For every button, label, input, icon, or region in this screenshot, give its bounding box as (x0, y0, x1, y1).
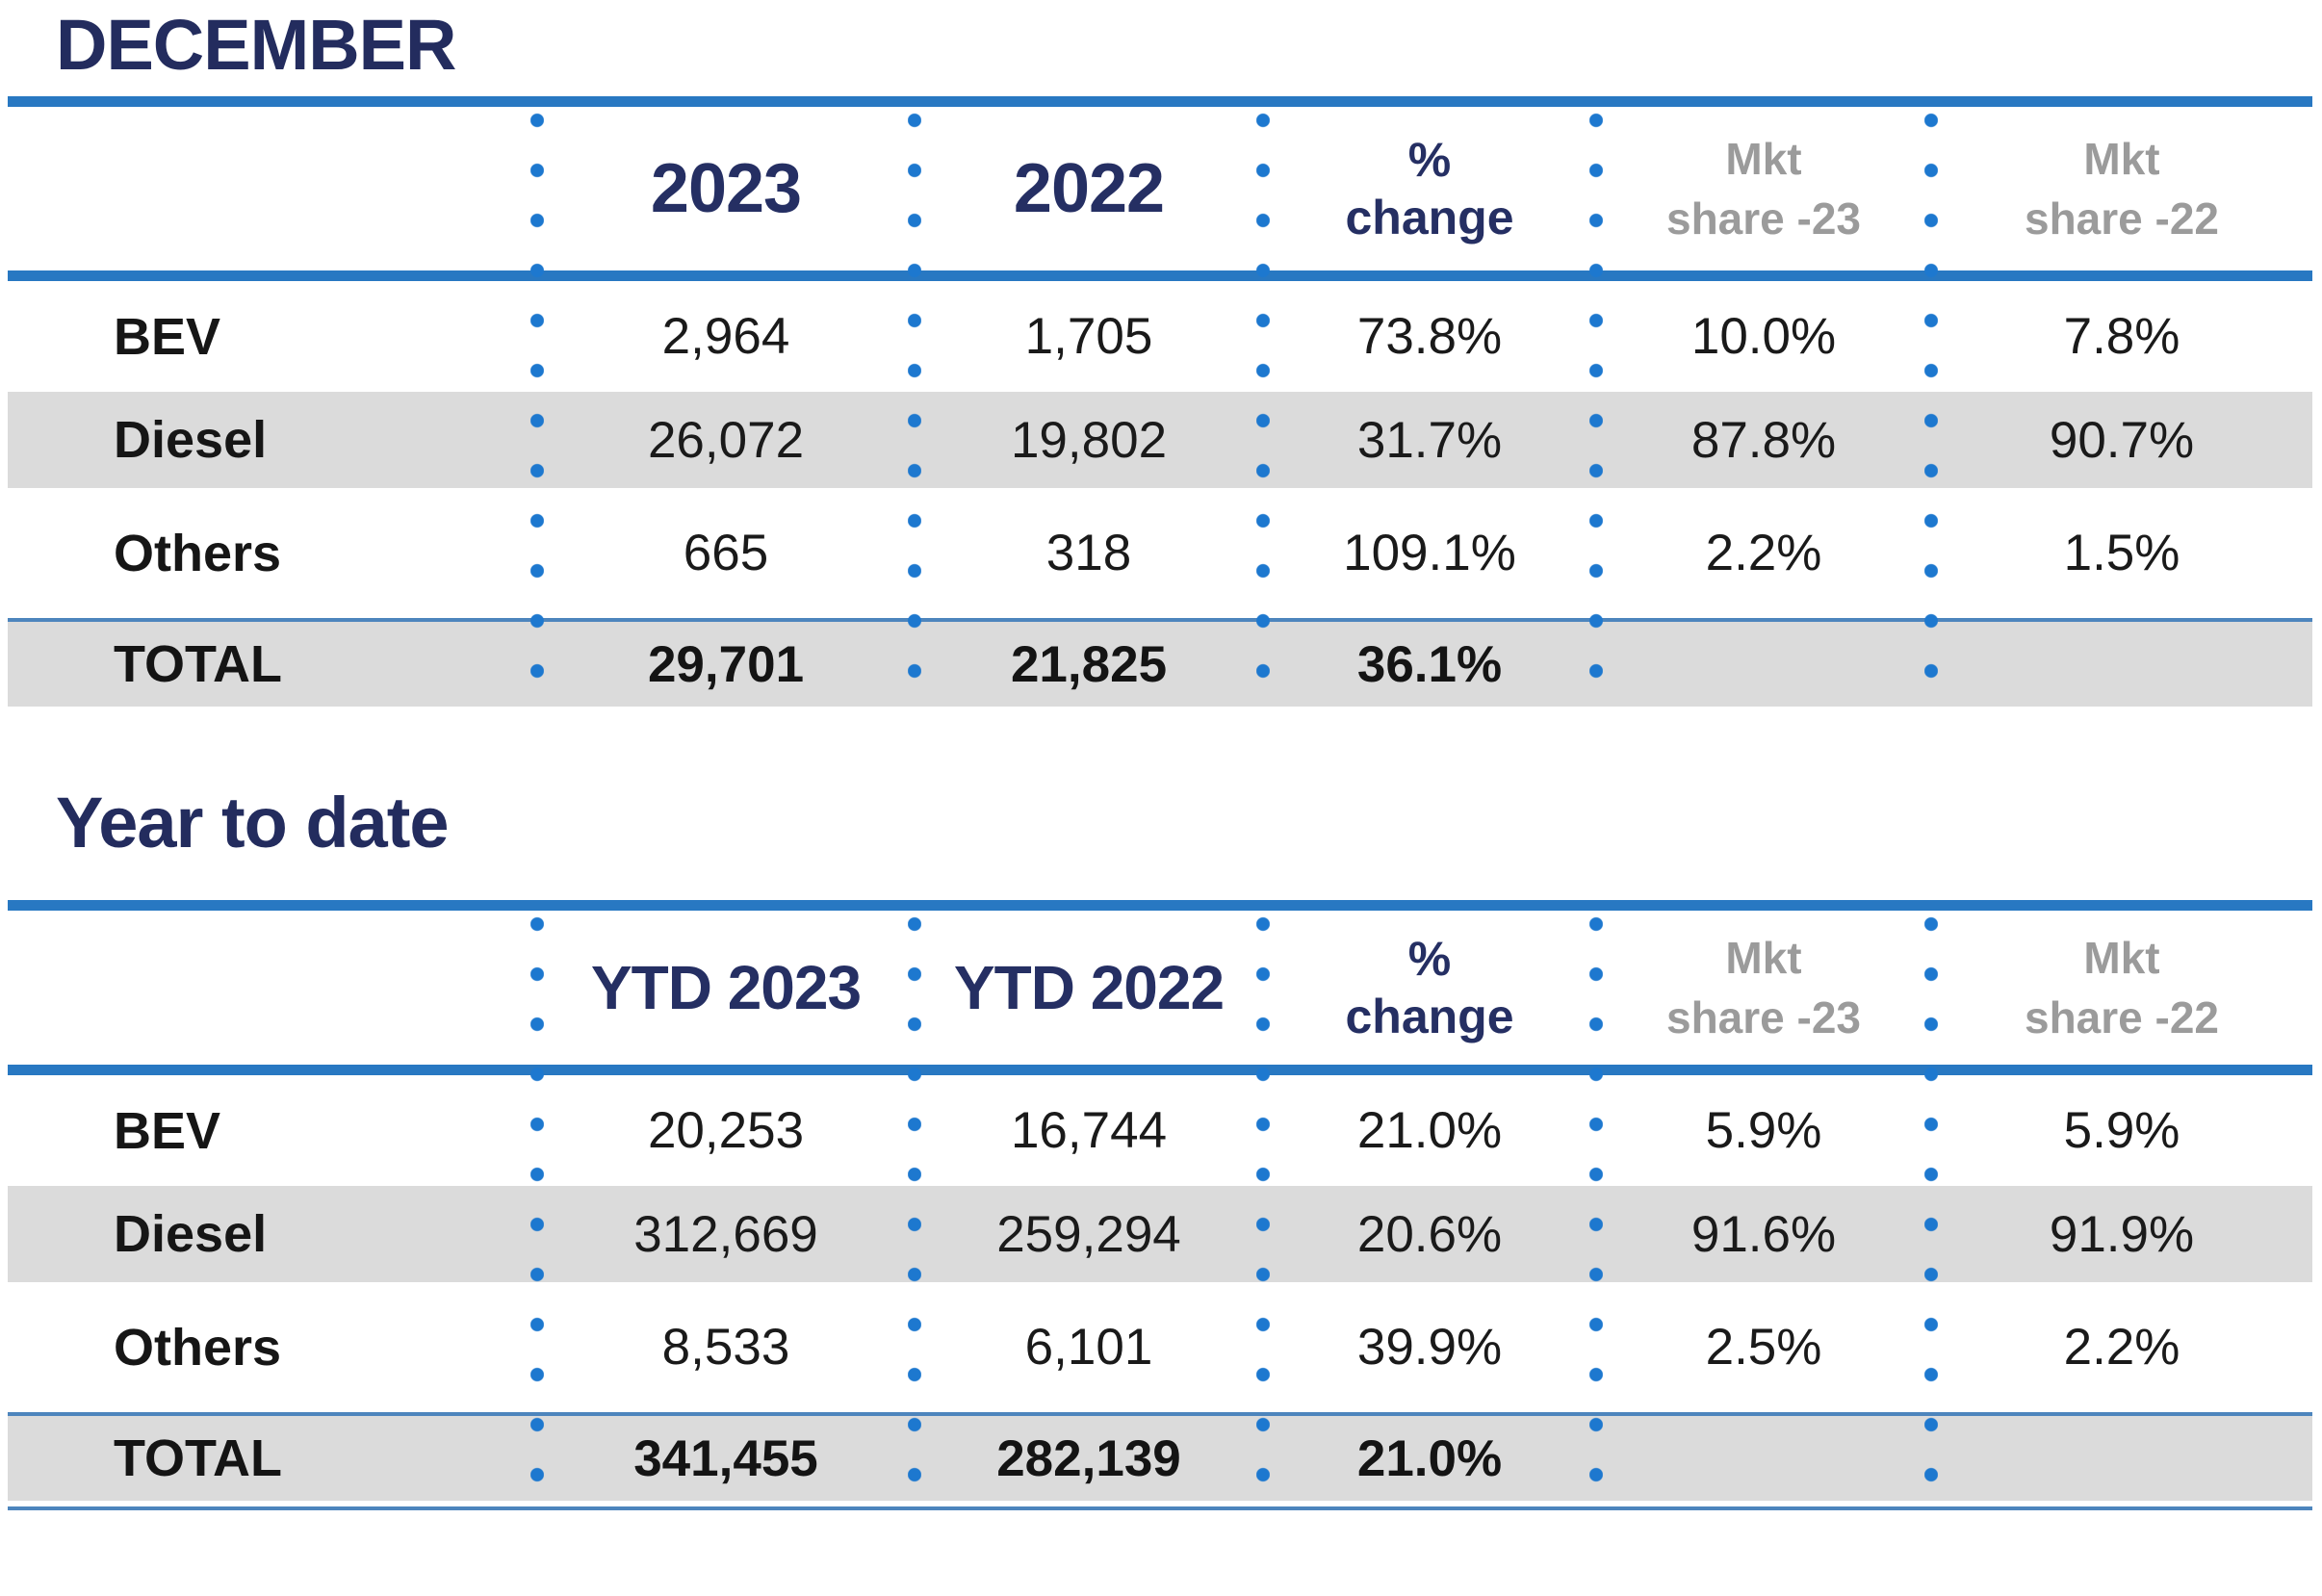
december-section-title: DECEMBER (56, 5, 456, 85)
header-ytd-2022: YTD 2022 (953, 953, 1225, 1022)
value-2022: 19,802 (1010, 411, 1168, 469)
divider-line-thin-bottom (8, 1506, 2312, 1510)
value-2023: 29,701 (647, 635, 805, 693)
header-2023: 2023 (650, 150, 802, 227)
header-ytd-2023: YTD 2023 (590, 953, 862, 1022)
ytd-section-title: Year to date (56, 783, 450, 862)
ytd-header-row: YTD 2023 YTD 2022 % change Mkt share -23… (8, 911, 2312, 1065)
value-pct-change: 39.9% (1356, 1319, 1503, 1376)
value-ytd-2022: 259,294 (996, 1205, 1181, 1263)
table-row-others: Others 8,533 6,101 39.9% 2.5% 2.2% (8, 1282, 2312, 1412)
divider-line-thin (8, 618, 2312, 622)
row-label: Others (114, 1318, 282, 1377)
table-row-bev: BEV 2,964 1,705 73.8% 10.0% 7.8% (8, 281, 2312, 392)
table-row-total: TOTAL 29,701 21,825 36.1% (8, 622, 2312, 707)
ytd-table: YTD 2023 YTD 2022 % change Mkt share -23… (8, 900, 2312, 1510)
table-row-others: Others 665 318 109.1% 2.2% 1.5% (8, 488, 2312, 618)
row-label: Diesel (114, 1205, 268, 1263)
value-2022: 1,705 (1024, 308, 1153, 365)
divider-line-thin (8, 1412, 2312, 1416)
value-mkt-share-23: 87.8% (1690, 411, 1837, 469)
value-mkt-share-23: 5.9% (1705, 1102, 1822, 1159)
value-2022: 21,825 (1010, 635, 1168, 693)
value-2023: 665 (683, 525, 769, 581)
value-mkt-share-22: 7.8% (2063, 308, 2180, 365)
value-ytd-2022: 282,139 (996, 1429, 1181, 1487)
value-mkt-share-22: 1.5% (2063, 525, 2180, 581)
header-mkt-share-22: Mkt share -22 (2024, 133, 2219, 244)
value-pct-change: 21.0% (1356, 1429, 1503, 1487)
row-label: Others (114, 524, 282, 582)
value-ytd-2023: 20,253 (647, 1102, 805, 1159)
value-ytd-2023: 8,533 (661, 1319, 790, 1376)
header-2022: 2022 (1013, 150, 1165, 227)
december-header-row: 2023 2022 % change Mkt share -23 Mkt sha… (8, 107, 2312, 270)
value-mkt-share-22: 91.9% (2049, 1205, 2195, 1263)
row-label: BEV (114, 307, 221, 366)
value-ytd-2022: 6,101 (1024, 1319, 1153, 1376)
value-ytd-2023: 312,669 (633, 1205, 818, 1263)
value-mkt-share-22: 5.9% (2063, 1102, 2180, 1159)
table-row-diesel: Diesel 26,072 19,802 31.7% 87.8% 90.7% (8, 392, 2312, 488)
value-mkt-share-23: 10.0% (1690, 308, 1837, 365)
row-label: Diesel (114, 411, 268, 469)
value-2023: 2,964 (661, 308, 790, 365)
row-label: TOTAL (114, 635, 282, 693)
table-row-total: TOTAL 341,455 282,139 21.0% (8, 1416, 2312, 1501)
row-label: BEV (114, 1101, 221, 1160)
table-row-bev: BEV 20,253 16,744 21.0% 5.9% 5.9% (8, 1075, 2312, 1186)
value-ytd-2023: 341,455 (633, 1429, 818, 1487)
value-2022: 318 (1045, 525, 1132, 581)
divider-line-thick (8, 96, 2312, 107)
value-pct-change: 73.8% (1356, 308, 1503, 365)
header-mkt-share-23: Mkt share -23 (1665, 133, 1861, 244)
header-pct-change: % change (1345, 133, 1514, 245)
value-mkt-share-23: 91.6% (1690, 1205, 1837, 1263)
value-ytd-2022: 16,744 (1010, 1102, 1168, 1159)
december-table: 2023 2022 % change Mkt share -23 Mkt sha… (8, 96, 2312, 707)
header-mkt-share-22: Mkt share -22 (2024, 932, 2219, 1043)
value-mkt-share-23: 2.2% (1705, 525, 1822, 581)
divider-line-thick (8, 1065, 2312, 1075)
header-mkt-share-23: Mkt share -23 (1665, 932, 1861, 1043)
value-pct-change: 21.0% (1356, 1102, 1503, 1159)
divider-line-thick (8, 900, 2312, 911)
value-pct-change: 31.7% (1356, 411, 1503, 469)
value-2023: 26,072 (647, 411, 805, 469)
value-mkt-share-23: 2.5% (1705, 1319, 1822, 1376)
value-mkt-share-22: 90.7% (2049, 411, 2195, 469)
value-mkt-share-22: 2.2% (2063, 1319, 2180, 1376)
header-pct-change: % change (1345, 932, 1514, 1043)
value-pct-change: 36.1% (1356, 635, 1503, 693)
value-pct-change: 20.6% (1356, 1205, 1503, 1263)
value-pct-change: 109.1% (1343, 525, 1516, 581)
table-row-diesel: Diesel 312,669 259,294 20.6% 91.6% 91.9% (8, 1186, 2312, 1282)
row-label: TOTAL (114, 1429, 282, 1487)
divider-line-thick (8, 270, 2312, 281)
